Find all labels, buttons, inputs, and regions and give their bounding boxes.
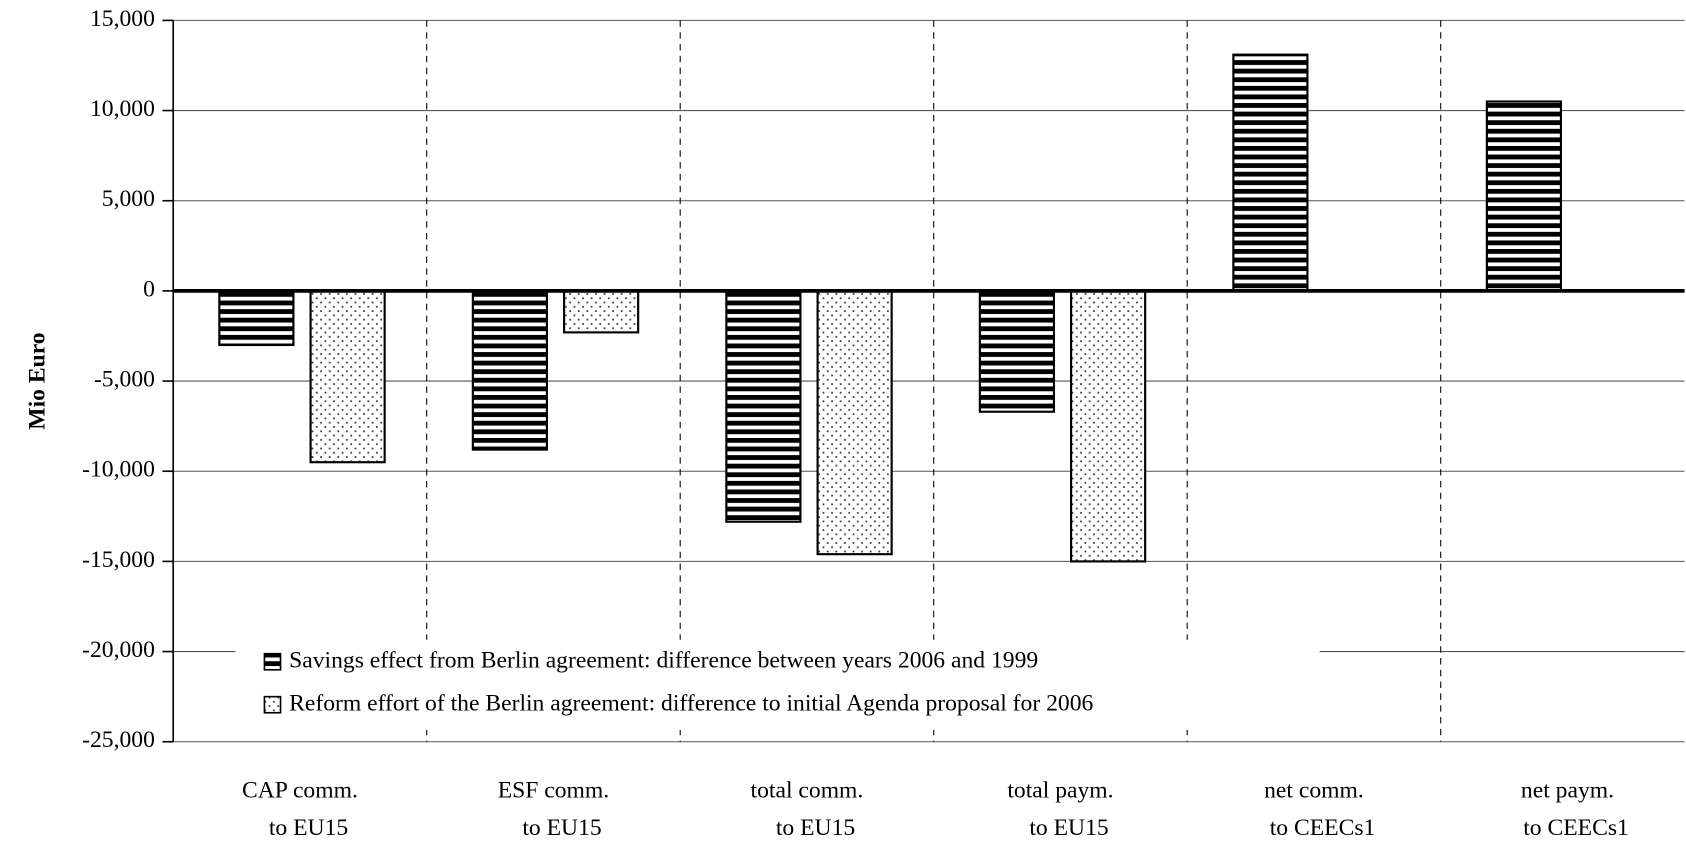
x-tick-label: total paym. [1007,778,1113,804]
bar [309,289,386,464]
y-tick-label: -15,000 [82,547,155,573]
x-tick-label: net comm. [1264,778,1364,804]
bar [1485,100,1563,292]
bar [563,289,640,334]
legend-box [235,639,1320,730]
x-tick-label: to EU15 [1029,815,1108,841]
x-tick-label: ESF comm. [498,778,610,804]
legend-label: Savings effect from Berlin agreement: di… [289,648,1038,674]
legend-swatch [263,695,282,714]
bar [1232,53,1309,292]
y-axis-label: Mio Euro [24,332,50,429]
x-tick-label: total comm. [751,778,864,804]
bar [725,289,802,523]
bar [218,289,295,347]
bar [1070,289,1147,563]
y-tick-label: -5,000 [94,366,155,392]
bar [471,289,548,451]
legend-swatch [263,652,282,671]
bar [978,289,1055,413]
y-tick-label: 0 [143,276,155,302]
x-tick-label: to EU15 [776,815,855,841]
legend-label: Reform effort of the Berlin agreement: d… [289,691,1093,717]
y-tick-label: -10,000 [82,457,155,483]
y-tick-label: 10,000 [90,96,155,122]
bar [816,289,893,556]
x-tick-label: to EU15 [522,815,601,841]
x-tick-label: to EU15 [269,815,348,841]
y-tick-label: 15,000 [90,6,155,32]
x-tick-label: to CEECs1 [1270,815,1376,841]
x-tick-label: net paym. [1521,778,1614,804]
x-tick-label: to CEECs1 [1523,815,1629,841]
y-tick-label: -20,000 [82,637,155,663]
x-tick-label: CAP comm. [242,778,358,804]
y-tick-label: 5,000 [102,186,155,212]
y-tick-label: -25,000 [82,727,155,753]
